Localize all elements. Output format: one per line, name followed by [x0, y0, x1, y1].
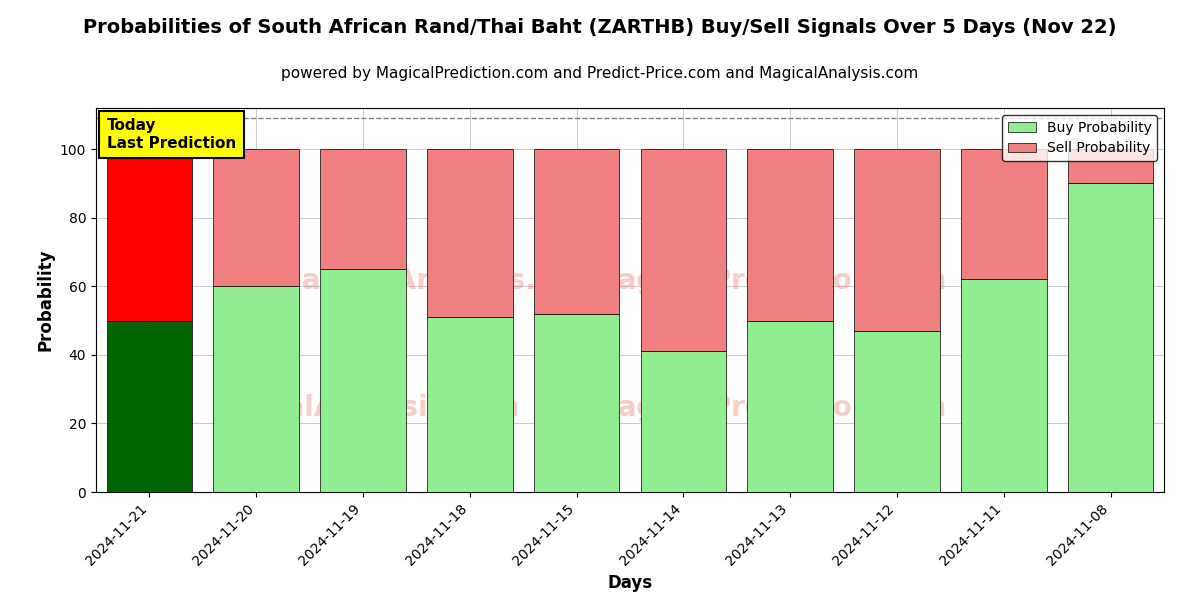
Bar	[961, 149, 1046, 280]
X-axis label: Days: Days	[607, 574, 653, 592]
Bar	[1068, 149, 1153, 184]
Bar	[641, 149, 726, 352]
Bar	[748, 320, 833, 492]
Bar	[748, 149, 833, 320]
Bar	[854, 149, 940, 331]
Bar	[320, 149, 406, 269]
Bar	[1068, 184, 1153, 492]
Bar	[107, 149, 192, 320]
Bar	[534, 314, 619, 492]
Bar	[107, 320, 192, 492]
Text: MagicalPrediction.com: MagicalPrediction.com	[590, 394, 947, 422]
Text: MagicalAnalysis.com: MagicalAnalysis.com	[275, 267, 601, 295]
Legend: Buy Probability, Sell Probability: Buy Probability, Sell Probability	[1002, 115, 1157, 161]
Bar	[534, 149, 619, 314]
Bar	[214, 149, 299, 286]
Bar	[641, 352, 726, 492]
Bar	[961, 280, 1046, 492]
Text: Probabilities of South African Rand/Thai Baht (ZARTHB) Buy/Sell Signals Over 5 D: Probabilities of South African Rand/Thai…	[83, 18, 1117, 37]
Bar	[427, 149, 512, 317]
Bar	[854, 331, 940, 492]
Bar	[320, 269, 406, 492]
Text: powered by MagicalPrediction.com and Predict-Price.com and MagicalAnalysis.com: powered by MagicalPrediction.com and Pre…	[281, 66, 919, 81]
Text: MagicalPrediction.com: MagicalPrediction.com	[590, 267, 947, 295]
Bar	[427, 317, 512, 492]
Bar	[214, 286, 299, 492]
Text: Today
Last Prediction: Today Last Prediction	[107, 118, 236, 151]
Y-axis label: Probability: Probability	[36, 249, 54, 351]
Text: calAnalysis.com: calAnalysis.com	[270, 394, 521, 422]
